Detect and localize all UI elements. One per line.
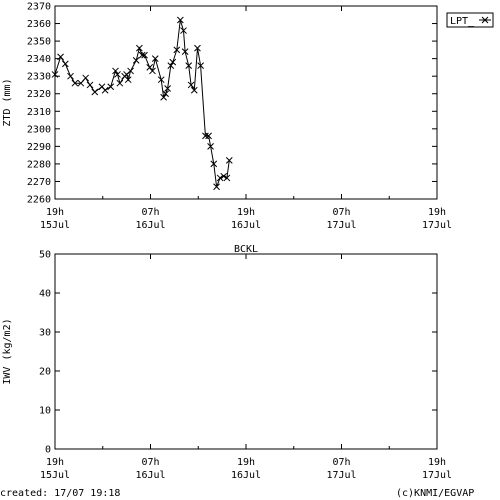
panel1-data-point [51, 71, 59, 78]
panel1-x-tick-label-hour: 19h [46, 207, 64, 218]
panel1-data-point [141, 51, 148, 59]
panel1-x-tick-label-hour: 07h [141, 207, 159, 218]
panel2-y-tick-label: 30 [39, 328, 51, 339]
panel1-data-point [57, 53, 64, 61]
panel1-data-point [207, 143, 214, 150]
panel1-y-tick-label: 2270 [27, 177, 51, 188]
panel1-data-point [67, 72, 74, 80]
panel2-x-tick-label-date: 16Jul [135, 470, 165, 481]
panel1-data-point [205, 132, 212, 140]
panel1-data-point [151, 55, 159, 62]
panel1-x-tick-label-date: 17Jul [422, 220, 452, 231]
copyright-credit: (c)KNMI/EGVAP [396, 488, 475, 499]
panel1-data-point [61, 60, 69, 68]
panel1-data-point [180, 27, 187, 34]
panel1-data-point [225, 157, 233, 164]
panel1-data-point [77, 79, 85, 87]
panel1-data-point [114, 71, 121, 78]
panel1-x-tick-label-hour: 19h [428, 207, 446, 218]
panel1-y-tick-label: 2330 [27, 72, 51, 83]
panel1-x-tick-label-date: 15Jul [40, 220, 70, 231]
panel2-y-tick-label: 20 [39, 367, 51, 378]
panel1-data-point [160, 93, 167, 101]
panel1-y-tick-label: 2310 [27, 107, 51, 118]
panel2-x-tick-label-date: 17Jul [326, 470, 356, 481]
panel1-data-point [91, 88, 99, 96]
panel2-x-tick-label-hour: 07h [332, 457, 350, 468]
panel2-x-tick-label-date: 15Jul [40, 470, 70, 481]
panel2-x-tick-label-date: 17Jul [422, 470, 452, 481]
panel1-x-tick-label-date: 17Jul [326, 220, 356, 231]
panel1-data-point [132, 57, 140, 64]
panel1-data-point [185, 62, 193, 70]
panel1-data-point [210, 160, 218, 168]
panel1-data-point [194, 44, 201, 52]
panel1-legend-box [446, 12, 494, 28]
panel1-data-point [187, 81, 195, 89]
panel1-y-tick-label: 2300 [27, 124, 51, 135]
panel1-y-tick-label: 2280 [27, 159, 51, 170]
panel1-data-point [216, 174, 224, 182]
panel1-plot-frame [54, 5, 438, 200]
panel1-data-point [197, 62, 204, 70]
panel1-data-point [138, 51, 146, 59]
panel1-data-point [181, 48, 189, 55]
panel1-data-point [202, 132, 209, 140]
panel1-x-tick-label-hour: 19h [237, 207, 255, 218]
panel1-legend-label: LPT_ [450, 16, 475, 27]
panel1-data-point [127, 67, 134, 75]
panel1-y-tick-label: 2360 [27, 19, 51, 30]
panel1-y-axis-label: ZTD (mm) [2, 78, 13, 126]
panel1-y-tick-label: 2320 [27, 89, 51, 100]
panel1-data-point [112, 67, 119, 75]
panel1-y-tick-label: 2370 [27, 2, 51, 13]
panel1-data-point [107, 83, 115, 91]
panel1-data-point [169, 58, 177, 66]
panel1-y-tick-label: 2260 [27, 195, 51, 206]
panel1-y-tick-label: 2350 [27, 37, 51, 48]
panel1-x-tick-label-date: 16Jul [231, 220, 261, 231]
panel1-data-point [116, 79, 124, 87]
panel1-data-point [136, 44, 143, 52]
panel1-y-tick-label: 2290 [27, 142, 51, 153]
panel2-y-tick-label: 0 [45, 445, 51, 456]
panel2-x-tick-label-hour: 07h [141, 457, 159, 468]
panel1-x-tick-label-date: 16Jul [135, 220, 165, 231]
panel1-data-point [220, 172, 228, 180]
panel2-x-tick-label-hour: 19h [46, 457, 64, 468]
panel1-data-point [71, 79, 79, 87]
panel1-data-point [173, 46, 181, 54]
panel1-legend-marker [481, 16, 489, 24]
panel2-plot-frame [54, 253, 438, 450]
panel1-x-tick-label-hour: 07h [332, 207, 350, 218]
panel2-y-tick-label: 10 [39, 406, 51, 417]
panel1-data-point [149, 67, 156, 75]
panel2-y-axis-label: IWV (kg/m2) [2, 318, 13, 384]
panel2-y-tick-label: 50 [39, 250, 51, 261]
panel1-data-point [162, 90, 169, 98]
panel1-data-point [164, 85, 171, 92]
panel1-data-point [146, 64, 154, 71]
panel1-data-point [213, 183, 220, 191]
created-timestamp: created: 17/07 19:18 [0, 488, 121, 499]
panel2-x-tick-label-hour: 19h [237, 457, 255, 468]
panel1-data-point [124, 76, 132, 84]
panel2-x-tick-label-date: 16Jul [231, 470, 261, 481]
panel1-data-point [167, 62, 175, 70]
panel1-data-point [223, 174, 231, 182]
panel1-data-point [176, 16, 184, 24]
panel1-data-point [82, 74, 89, 82]
panel2-x-tick-label-hour: 19h [428, 457, 446, 468]
panel1-data-point [86, 81, 94, 89]
panel1-data-point [190, 86, 198, 94]
panel2-y-tick-label: 40 [39, 289, 51, 300]
panel1-y-tick-label: 2340 [27, 54, 51, 65]
panel1-data-point [157, 76, 165, 84]
panel2-title: BCKL [234, 244, 258, 255]
panel1-data-point [101, 86, 109, 94]
